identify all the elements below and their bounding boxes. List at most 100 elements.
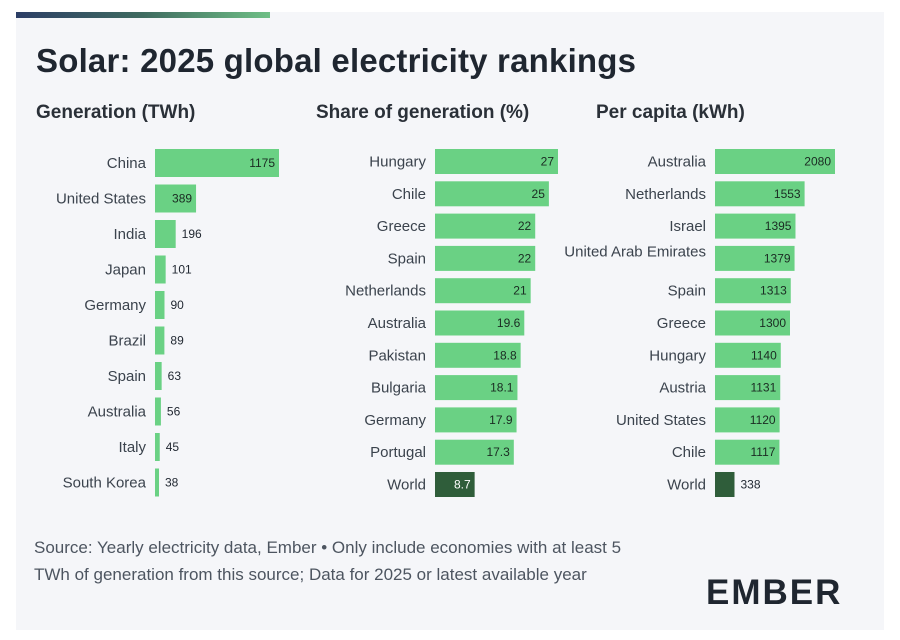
value-label-2-israel: 1395	[765, 219, 792, 233]
bar-0-brazil	[155, 326, 165, 355]
bar-1-bulgaria	[435, 375, 518, 401]
bar-1-germany	[435, 407, 517, 433]
category-label-0-south-korea: South Korea	[63, 475, 147, 492]
category-label-2-world: World	[667, 477, 706, 494]
category-label-0-germany: Germany	[84, 297, 146, 314]
value-label-1-chile: 25	[532, 187, 546, 201]
category-label-0-united-states: United States	[56, 191, 146, 208]
value-label-1-world: 8.7	[454, 478, 471, 492]
category-label-2-greece: Greece	[657, 315, 706, 332]
category-label-0-brazil: Brazil	[108, 333, 146, 350]
category-label-1-netherlands: Netherlands	[345, 283, 426, 300]
category-label-2-israel: Israel	[669, 218, 706, 235]
category-label-2-united-arab-emirates: United Arab Emirates	[564, 243, 706, 260]
bar-1-hungary	[435, 149, 558, 174]
category-label-1-portugal: Portugal	[370, 444, 426, 461]
value-label-2-spain: 1313	[760, 284, 787, 298]
bar-0-italy	[155, 433, 160, 461]
category-label-0-india: India	[113, 226, 146, 243]
value-label-0-japan: 101	[172, 263, 192, 277]
bar-2-netherlands	[715, 181, 805, 207]
value-label-0-brazil: 89	[170, 334, 184, 348]
chart-title: Solar: 2025 global electricity rankings	[36, 42, 637, 79]
panel-title-generation: Generation (TWh)	[36, 102, 196, 123]
value-label-1-spain: 22	[518, 251, 532, 265]
bar-2-israel	[715, 213, 796, 239]
bar-charts: China 1175 United States 389 India 196 Japan 10…	[56, 149, 835, 497]
value-label-1-portugal: 17.3	[486, 445, 510, 459]
bar-1-chile	[435, 181, 549, 207]
category-label-2-hungary: Hungary	[649, 347, 706, 364]
value-label-2-australia: 2080	[804, 155, 831, 169]
panel-title-share: Share of generation (%)	[316, 102, 530, 123]
value-label-2-netherlands: 1553	[774, 187, 801, 201]
category-label-2-netherlands: Netherlands	[625, 186, 706, 203]
value-label-0-australia: 56	[167, 405, 181, 419]
value-label-1-netherlands: 21	[513, 284, 527, 298]
value-label-1-hungary: 27	[541, 155, 555, 169]
bar-1-netherlands	[435, 278, 531, 304]
value-label-2-hungary: 1140	[751, 348, 777, 362]
ember-logo: EMBER	[706, 573, 843, 612]
value-label-2-greece: 1300	[759, 316, 786, 330]
value-label-1-pakistan: 18.8	[493, 348, 517, 362]
bar-1-world	[435, 472, 475, 497]
value-label-2-chile: 1117	[751, 445, 776, 459]
category-label-1-australia: Australia	[368, 315, 427, 332]
category-label-1-spain: Spain	[388, 250, 426, 267]
bar-0-united-states	[155, 184, 197, 213]
category-label-0-japan: Japan	[105, 262, 146, 279]
value-label-0-south-korea: 38	[165, 476, 179, 490]
category-label-1-bulgaria: Bulgaria	[371, 380, 427, 397]
bar-0-china	[155, 149, 279, 177]
bar-2-hungary	[715, 342, 781, 368]
bar-2-spain	[715, 278, 791, 304]
value-label-0-united-states: 389	[172, 192, 192, 206]
bar-2-austria	[715, 375, 781, 401]
bar-1-pakistan	[435, 342, 521, 368]
category-label-1-germany: Germany	[364, 412, 426, 429]
bar-0-japan	[155, 255, 166, 284]
value-label-1-australia: 19.6	[497, 316, 521, 330]
value-label-2-united-arab-emirates: 1379	[764, 251, 791, 265]
bar-0-germany	[155, 291, 165, 319]
bar-0-australia	[155, 397, 161, 426]
value-label-0-spain: 63	[168, 369, 182, 383]
panel-title-per-capita: Per capita (kWh)	[596, 102, 745, 123]
category-label-2-austria: Austria	[659, 380, 706, 397]
bar-0-india	[155, 220, 176, 248]
value-label-0-india: 196	[182, 227, 202, 241]
category-label-0-spain: Spain	[108, 368, 146, 385]
category-label-2-united-states: United States	[616, 412, 706, 429]
bar-0-south-korea	[155, 468, 160, 497]
bar-1-spain	[435, 245, 536, 271]
category-label-1-chile: Chile	[392, 186, 426, 203]
bar-2-australia	[715, 149, 835, 174]
value-label-0-germany: 90	[170, 298, 184, 312]
bar-0-spain	[155, 362, 162, 390]
bar-1-greece	[435, 213, 536, 239]
category-label-1-greece: Greece	[377, 218, 426, 235]
value-label-1-bulgaria: 18.1	[490, 381, 514, 395]
value-label-1-greece: 22	[518, 219, 532, 233]
bar-1-portugal	[435, 439, 514, 465]
value-label-1-germany: 17.9	[489, 413, 513, 427]
bar-1-australia	[435, 310, 525, 336]
bar-2-greece	[715, 310, 790, 336]
category-label-0-italy: Italy	[118, 439, 146, 456]
bar-2-united-states	[715, 407, 780, 433]
category-label-1-hungary: Hungary	[369, 154, 426, 171]
category-label-0-china: China	[107, 155, 147, 172]
bar-2-world	[715, 472, 735, 497]
source-note: Source: Yearly electricity data, Ember •…	[34, 538, 622, 584]
bar-2-united-arab-emirates	[715, 245, 795, 271]
value-label-0-italy: 45	[166, 440, 180, 454]
category-label-2-chile: Chile	[672, 444, 706, 461]
category-label-1-pakistan: Pakistan	[368, 347, 426, 364]
bar-2-chile	[715, 439, 780, 465]
category-label-2-australia: Australia	[648, 154, 707, 171]
value-label-2-united-states: 1120	[750, 413, 776, 427]
value-label-2-world: 338	[741, 478, 761, 492]
category-label-2-spain: Spain	[668, 283, 706, 300]
value-label-2-austria: 1131	[750, 381, 776, 395]
